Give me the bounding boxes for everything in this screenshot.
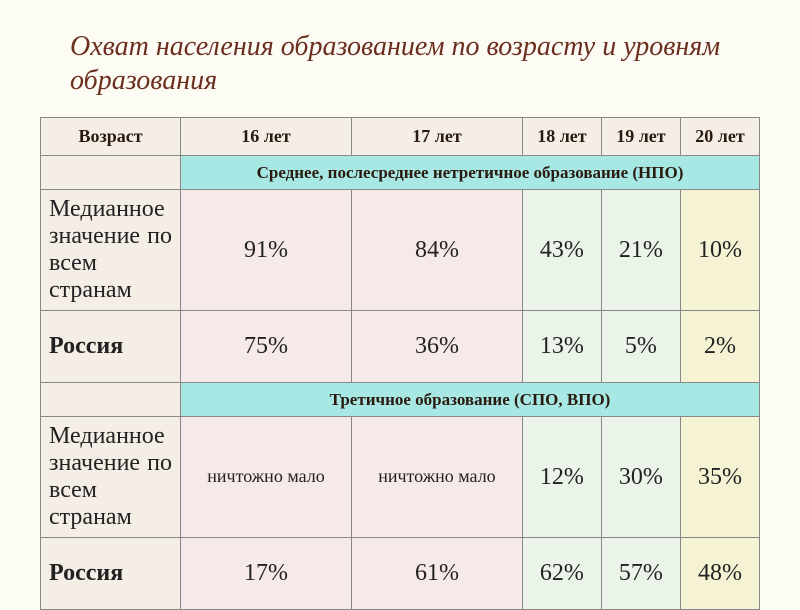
- header-col-2: 18 лет: [522, 118, 601, 156]
- cell: 62%: [522, 538, 601, 610]
- cell: 2%: [680, 311, 759, 383]
- cell: 91%: [181, 190, 352, 311]
- cell: 12%: [522, 417, 601, 538]
- header-age: Возраст: [41, 118, 181, 156]
- cell: 43%: [522, 190, 601, 311]
- cell: 36%: [351, 311, 522, 383]
- cell: 48%: [680, 538, 759, 610]
- row-label-russia-1: Россия: [41, 538, 181, 610]
- section-1-title-row: Третичное образование (СПО, ВПО): [41, 383, 760, 417]
- section-0-title: Среднее, послесреднее нетретичное образо…: [181, 156, 760, 190]
- row-label-median-1: Медианное значение по всем странам: [41, 417, 181, 538]
- cell: ничтожно мало: [351, 417, 522, 538]
- section-blank-1: [41, 383, 181, 417]
- row-label-russia-0: Россия: [41, 311, 181, 383]
- section-1-row-1: Россия 17% 61% 62% 57% 48%: [41, 538, 760, 610]
- cell: 75%: [181, 311, 352, 383]
- header-row: Возраст 16 лет 17 лет 18 лет 19 лет 20 л…: [41, 118, 760, 156]
- cell: 17%: [181, 538, 352, 610]
- page-title: Охват населения образованием по возрасту…: [40, 30, 760, 97]
- section-blank-0: [41, 156, 181, 190]
- section-0-row-0: Медианное значение по всем странам 91% 8…: [41, 190, 760, 311]
- header-col-1: 17 лет: [351, 118, 522, 156]
- cell: 35%: [680, 417, 759, 538]
- section-1-row-0: Медианное значение по всем странам ничто…: [41, 417, 760, 538]
- cell: 5%: [601, 311, 680, 383]
- header-col-3: 19 лет: [601, 118, 680, 156]
- cell: 10%: [680, 190, 759, 311]
- cell: 61%: [351, 538, 522, 610]
- section-0-title-row: Среднее, послесреднее нетретичное образо…: [41, 156, 760, 190]
- section-1-title: Третичное образование (СПО, ВПО): [181, 383, 760, 417]
- cell: 21%: [601, 190, 680, 311]
- education-table: Возраст 16 лет 17 лет 18 лет 19 лет 20 л…: [40, 117, 760, 610]
- cell: ничтожно мало: [181, 417, 352, 538]
- cell: 13%: [522, 311, 601, 383]
- row-label-median-0: Медианное значение по всем странам: [41, 190, 181, 311]
- section-0-row-1: Россия 75% 36% 13% 5% 2%: [41, 311, 760, 383]
- header-col-0: 16 лет: [181, 118, 352, 156]
- header-col-4: 20 лет: [680, 118, 759, 156]
- cell: 30%: [601, 417, 680, 538]
- cell: 84%: [351, 190, 522, 311]
- cell: 57%: [601, 538, 680, 610]
